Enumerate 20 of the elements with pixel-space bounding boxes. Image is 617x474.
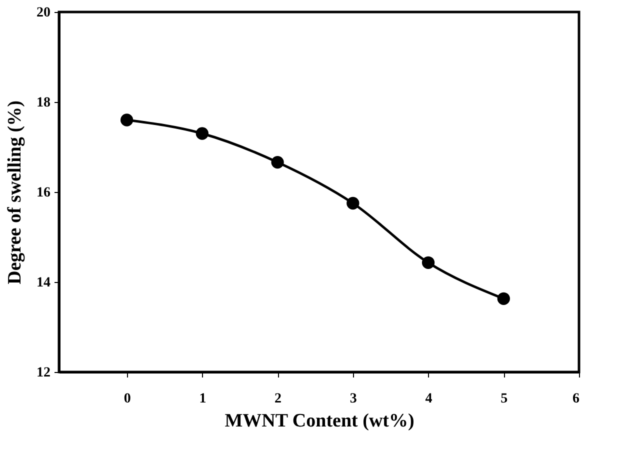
y-tick-label: 14	[36, 276, 50, 290]
x-tick-label: 4	[425, 392, 432, 406]
point	[346, 196, 360, 210]
y-tick-label: 18	[36, 96, 50, 110]
y-tick-label: 12	[36, 366, 50, 380]
y-axis-title: Degree of swelling (%)	[4, 100, 26, 284]
x-tick-label: 3	[350, 392, 357, 406]
point	[271, 156, 284, 169]
x-tick-label: 5	[500, 392, 508, 406]
point	[422, 256, 435, 269]
point	[196, 127, 209, 140]
x-tick-label: 2	[274, 392, 282, 406]
y-tick-label: 20	[36, 6, 50, 20]
x-axis-title: MWNT Content (wt%)	[224, 410, 414, 432]
x-tick-label: 1	[199, 392, 206, 406]
point	[497, 292, 510, 305]
point	[120, 114, 134, 126]
x-tick-label: 0	[124, 392, 131, 406]
x-tick-label: 6	[572, 392, 580, 406]
y-tick-label: 16	[36, 186, 50, 200]
